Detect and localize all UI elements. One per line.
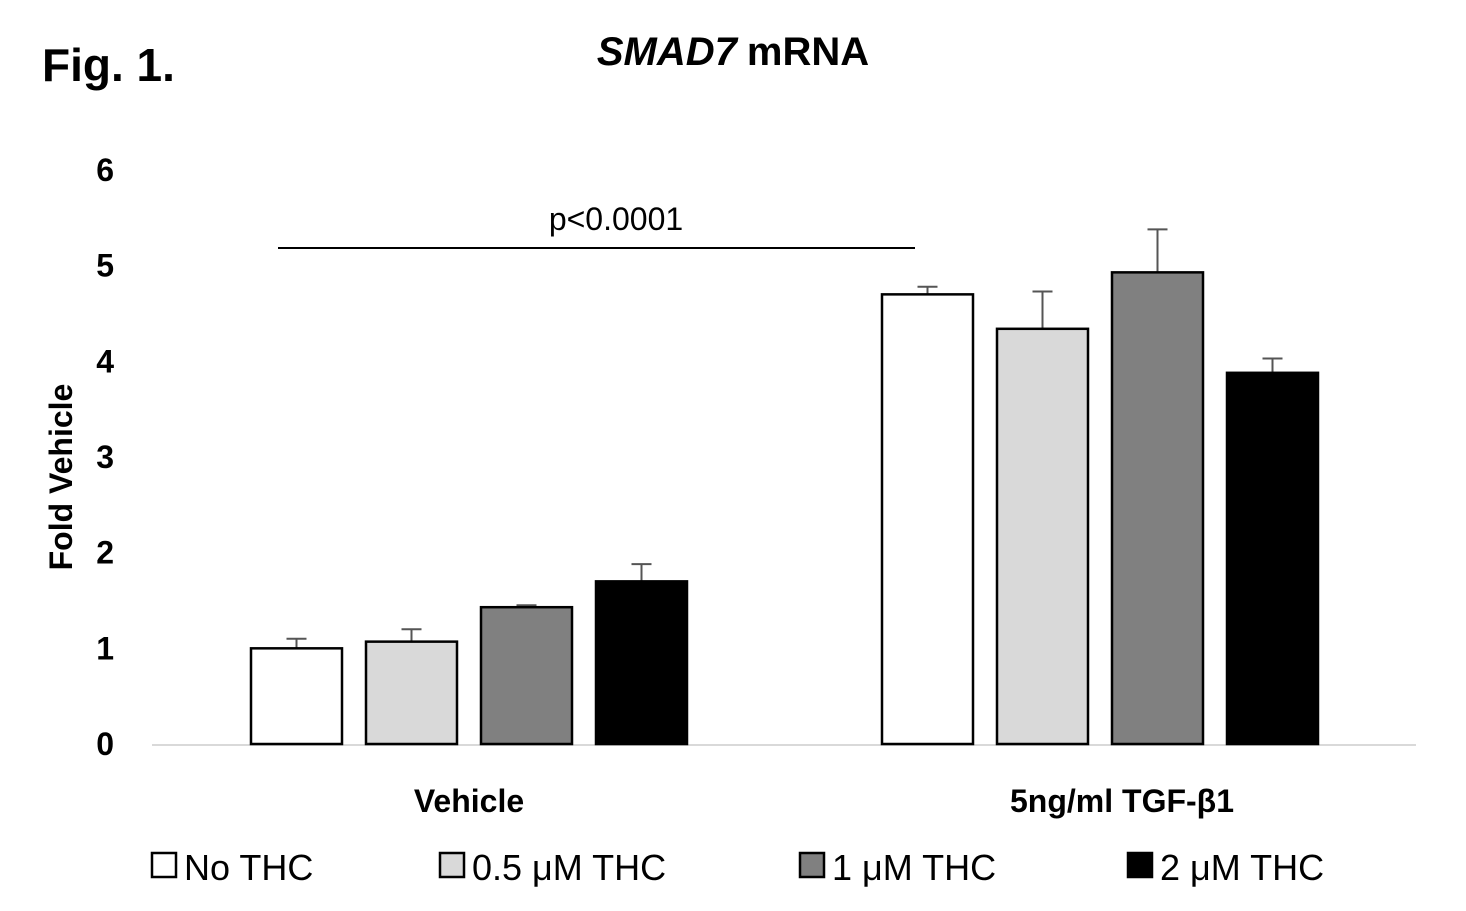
figure-label: Fig. 1. [42, 39, 175, 91]
bar-0-0 [249, 647, 344, 746]
legend-swatch-2 [798, 851, 826, 879]
bar-1-0 [880, 293, 975, 746]
category-label-1: 5ng/ml TGF-β1 [1010, 783, 1234, 819]
y-tick-label-3: 3 [96, 439, 114, 475]
bar-1-3 [1225, 371, 1320, 746]
chart-title-rest: mRNA [746, 30, 870, 74]
category-label-0: Vehicle [414, 783, 524, 819]
bar-1-2 [1110, 271, 1205, 746]
legend-label-0: No THC [184, 847, 313, 888]
bar-0-1 [364, 640, 459, 746]
y-axis-label: Fold Vehicle [43, 384, 79, 571]
y-tick-label-1: 1 [96, 630, 114, 666]
y-tick-label-4: 4 [96, 343, 114, 379]
significance-label: p<0.0001 [549, 201, 683, 237]
chart-title-gene: SMAD7 [596, 30, 737, 74]
y-tick-label-6: 6 [96, 152, 114, 188]
y-tick-label-5: 5 [96, 248, 114, 284]
bar-1-1 [995, 327, 1090, 746]
bar-0-2 [479, 605, 574, 746]
legend-swatch-0 [150, 851, 178, 879]
chart-title: SMAD7 mRNA [0, 30, 1466, 75]
legend-label-3: 2 μM THC [1160, 847, 1324, 888]
legend-label-1: 0.5 μM THC [472, 847, 666, 888]
legend-swatch-1 [438, 851, 466, 879]
legend-label-2: 1 μM THC [832, 847, 996, 888]
bar-0-3 [594, 580, 689, 746]
y-tick-label-2: 2 [96, 535, 114, 571]
legend-swatch-3 [1126, 851, 1154, 879]
y-tick-label-0: 0 [96, 726, 114, 762]
